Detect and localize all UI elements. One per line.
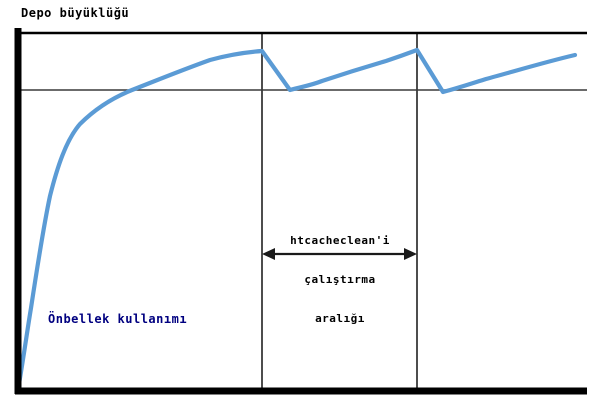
- interval-annotation-line-1: htcacheclean'i: [290, 234, 390, 247]
- interval-annotation-line-3: aralığı: [315, 312, 365, 325]
- plot-background: [18, 33, 587, 391]
- interval-arrow: [262, 248, 417, 260]
- interval-arrow-head-right: [404, 248, 417, 260]
- cache-usage-curve: [15, 47, 578, 393]
- interval-annotation-line-2: çalıştırma: [304, 273, 376, 286]
- interval-arrow-head-left: [262, 248, 275, 260]
- interval-annotation: htcacheclean'i çalıştırma aralığı: [262, 208, 418, 351]
- cache-usage-label: Önbellek kullanımı: [48, 312, 188, 326]
- chart-title: Depo büyüklüğü: [21, 6, 130, 20]
